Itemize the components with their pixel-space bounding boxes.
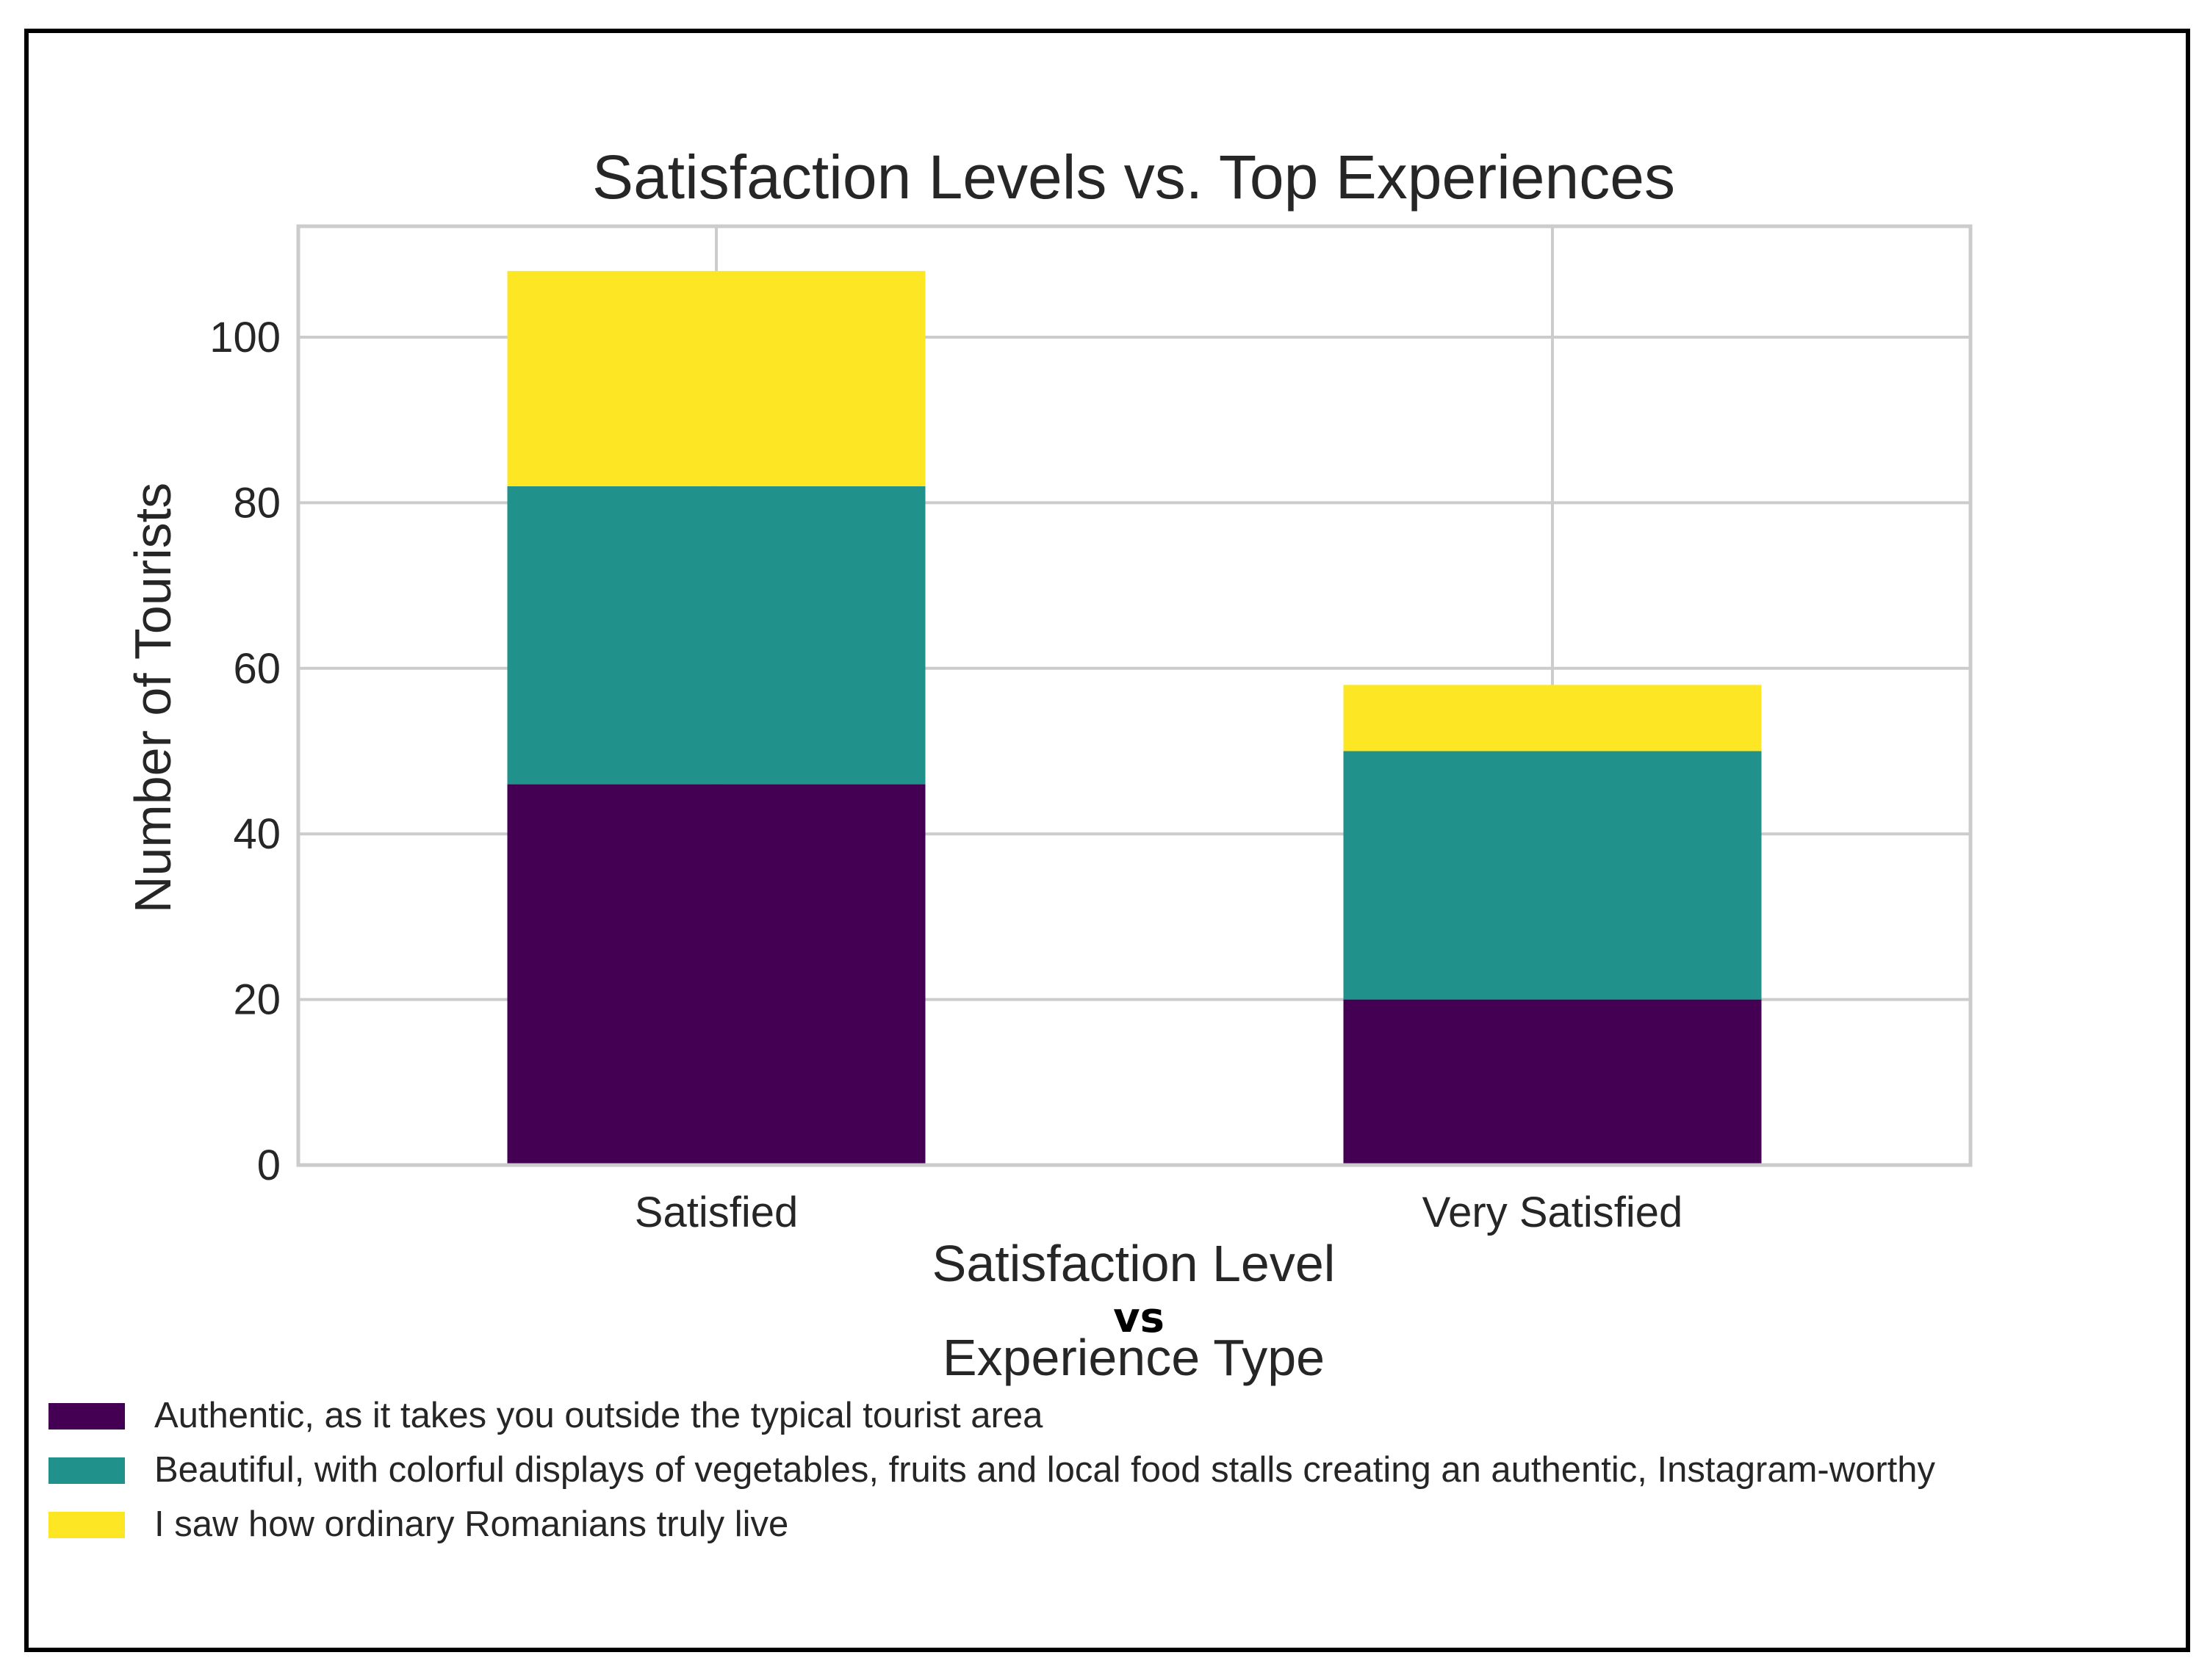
x-tick-label: Satisfied — [635, 1189, 798, 1236]
bar-segment-satisfied-series-2 — [507, 270, 926, 486]
legend-swatch — [48, 1512, 125, 1538]
plot-area-frame — [296, 224, 1973, 1167]
x-axis-label-vs: vs — [1113, 1294, 1165, 1342]
legend-entry-label: Authentic, as it takes you outside the t… — [154, 1396, 1043, 1435]
y-tick-label: 100 — [209, 314, 281, 361]
x-tick-label: Very Satisfied — [1422, 1189, 1683, 1236]
legend-entry-label: I saw how ordinary Romanians truly live — [154, 1504, 788, 1544]
legend-swatch — [48, 1403, 125, 1430]
bar-segment-satisfied-series-0 — [507, 784, 926, 1165]
chart-title: Satisfaction Levels vs. Top Experiences — [592, 143, 1675, 212]
bars — [507, 270, 1762, 1165]
figure-border — [24, 29, 2190, 1652]
y-axis-label: Number of Tourists — [124, 483, 181, 913]
bar-segment-very-satisfied-series-0 — [1343, 999, 1762, 1165]
y-tick-labels: 0 20 40 60 80 100 — [209, 314, 281, 1189]
x-tick-labels: Satisfied Very Satisfied — [635, 1189, 1683, 1236]
y-tick-label: 0 — [257, 1142, 281, 1189]
bar-segment-satisfied-series-1 — [507, 486, 926, 785]
y-tick-label: 80 — [233, 479, 281, 527]
legend-entry-label: Beautiful, with colorful displays of veg… — [154, 1450, 1936, 1490]
y-tick-label: 40 — [233, 810, 281, 858]
legend: Authentic, as it takes you outside the t… — [48, 1396, 1936, 1544]
bar-segment-very-satisfied-series-1 — [1343, 751, 1762, 1000]
legend-swatch — [48, 1457, 125, 1484]
bar-segment-very-satisfied-series-2 — [1343, 685, 1762, 751]
x-axis-label-sub: Experience Type — [943, 1329, 1325, 1386]
x-axis-label: Satisfaction Level — [932, 1235, 1336, 1292]
y-tick-label: 20 — [233, 976, 281, 1024]
y-tick-label: 60 — [233, 645, 281, 693]
